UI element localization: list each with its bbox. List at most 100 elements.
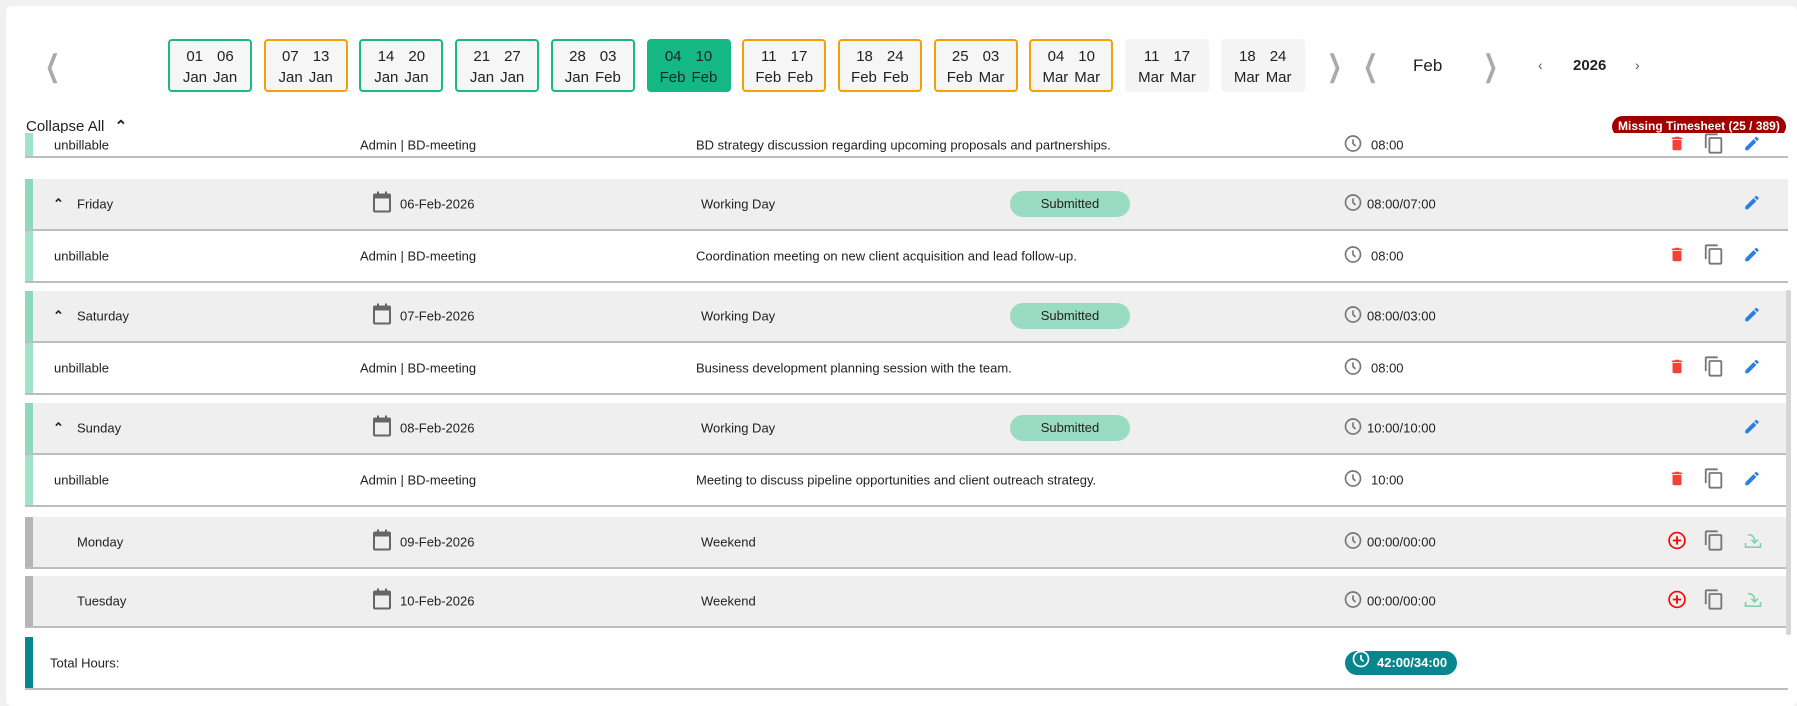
copy-icon[interactable] <box>1703 244 1725 269</box>
day-type: Working Day <box>701 196 776 212</box>
row-status-bar <box>25 576 33 626</box>
prev-weeks-chevron-icon[interactable]: ❮ <box>45 50 61 83</box>
add-entry-icon[interactable] <box>1667 531 1687 554</box>
week-card[interactable]: 11 17 Mar Mar <box>1125 39 1209 92</box>
day-name: Saturday <box>77 308 130 324</box>
year-label: 2026 <box>1573 57 1607 74</box>
week-end-day: 03 <box>982 48 1000 65</box>
week-card[interactable]: 01 06 Jan Jan <box>168 39 252 92</box>
copy-icon[interactable] <box>1703 530 1725 555</box>
day-header-row: ⌃ Saturday 07-Feb-2026 Working Day 08:00/… <box>25 291 1788 343</box>
entry-row: unbillable Admin | BD-meeting BD strateg… <box>25 132 1788 158</box>
week-start-day: 01 <box>186 48 203 65</box>
edit-icon[interactable] <box>1743 134 1761 155</box>
collapse-chevron-icon[interactable]: ⌃ <box>53 308 64 323</box>
week-start-day: 11 <box>761 48 777 65</box>
week-card[interactable]: 18 24 Feb Feb <box>837 39 922 92</box>
week-end-month: Mar <box>1170 69 1196 86</box>
timesheet-table: unbillable Admin | BD-meeting BD strateg… <box>25 132 1788 692</box>
description: Coordination meeting on new client acqui… <box>696 248 1077 264</box>
prev-month-chevron-icon[interactable]: ❮ <box>1363 50 1379 83</box>
total-hours-value: 42:00/34:00 <box>1377 655 1448 670</box>
next-month-chevron-icon[interactable]: ❯ <box>1483 50 1499 83</box>
week-card[interactable]: 07 13 Jan Jan <box>263 39 348 92</box>
week-start-month: Jan <box>374 69 399 86</box>
collapse-all-button[interactable]: Collapse All ⌃ <box>26 117 127 135</box>
week-end-day: 24 <box>1269 48 1287 65</box>
next-year-chevron-icon[interactable]: › <box>1635 57 1640 73</box>
week-card[interactable]: 21 27 Jan Jan <box>455 39 540 92</box>
week-card[interactable]: 25 03 Feb Mar <box>933 39 1018 92</box>
calendar-icon <box>372 303 392 329</box>
row-status-bar <box>25 343 33 393</box>
week-start-month: Mar <box>1233 69 1260 86</box>
week-end-day: 10 <box>695 48 713 65</box>
category: Admin | BD-meeting <box>360 248 477 264</box>
week-card[interactable]: 04 10 Feb Feb <box>646 39 731 92</box>
delete-icon[interactable] <box>1668 357 1686 380</box>
week-card[interactable]: 04 10 Mar Mar <box>1029 39 1114 92</box>
clock-icon <box>1343 590 1363 613</box>
scrollbar[interactable] <box>1786 290 1791 635</box>
delete-icon[interactable] <box>1668 133 1686 156</box>
entry-time: 10:00 <box>1371 472 1404 488</box>
day-type: Working Day <box>701 308 776 324</box>
next-weeks-chevron-icon[interactable]: ❯ <box>1327 50 1343 83</box>
day-name: Friday <box>77 196 114 212</box>
edit-icon[interactable] <box>1743 358 1761 379</box>
status-badge: Submitted <box>1010 303 1130 329</box>
entry-time: 08:00 <box>1371 137 1404 152</box>
week-card[interactable]: 28 03 Jan Feb <box>550 39 635 92</box>
week-start-day: 11 <box>1143 48 1160 65</box>
edit-icon[interactable] <box>1743 306 1761 327</box>
row-status-bar <box>25 291 33 341</box>
clock-icon <box>1343 417 1363 440</box>
total-hours-badge: 42:00/34:00 <box>1345 650 1458 675</box>
entry-row: unbillable Admin | BD-meeting Meeting to… <box>25 455 1788 507</box>
edit-icon[interactable] <box>1743 470 1761 491</box>
delete-icon[interactable] <box>1668 469 1686 492</box>
add-entry-icon[interactable] <box>1667 590 1687 613</box>
week-end-month: Jan <box>308 69 333 86</box>
week-start-day: 18 <box>856 48 873 65</box>
week-end-day: 06 <box>217 48 234 65</box>
week-end-day: 17 <box>790 48 808 65</box>
description: Business development planning session wi… <box>696 360 1012 376</box>
import-icon[interactable] <box>1743 590 1763 613</box>
week-start-month: Jan <box>469 69 495 86</box>
edit-icon[interactable] <box>1743 418 1761 439</box>
prev-year-chevron-icon[interactable]: ‹ <box>1538 57 1543 73</box>
day-type: Working Day <box>701 420 776 436</box>
week-card[interactable]: 11 17 Feb Feb <box>742 39 827 92</box>
missing-timesheet-badge[interactable]: Missing Timesheet (25 / 389) <box>1612 116 1786 137</box>
week-card[interactable]: 18 24 Mar Mar <box>1220 39 1305 92</box>
copy-icon[interactable] <box>1703 589 1725 614</box>
day-hours: 08:00/07:00 <box>1367 196 1436 212</box>
row-status-bar <box>25 231 33 281</box>
edit-icon[interactable] <box>1743 246 1761 267</box>
week-start-day: 04 <box>1047 48 1065 65</box>
day-header-row: ⌃ Sunday 08-Feb-2026 Working Day 10:00/10… <box>25 403 1788 455</box>
collapse-chevron-icon[interactable]: ⌃ <box>53 420 64 435</box>
billing-type: unbillable <box>54 360 109 376</box>
day-name: Sunday <box>77 420 122 436</box>
week-end-month: Mar <box>1074 69 1101 86</box>
week-end-day: 03 <box>599 48 617 65</box>
import-icon[interactable] <box>1743 531 1763 554</box>
billing-type: unbillable <box>54 248 109 264</box>
day-name: Tuesday <box>77 593 127 609</box>
copy-icon[interactable] <box>1703 356 1725 381</box>
entry-time: 08:00 <box>1371 248 1404 264</box>
collapse-chevron-icon[interactable]: ⌃ <box>53 196 64 211</box>
week-card[interactable]: 14 20 Jan Jan <box>359 39 444 92</box>
week-end-day: 27 <box>504 48 521 65</box>
copy-icon[interactable] <box>1703 468 1725 493</box>
day-date: 08-Feb-2026 <box>400 420 475 436</box>
week-end-day: 13 <box>312 48 330 65</box>
entry-row: unbillable Admin | BD-meeting Business d… <box>25 343 1788 395</box>
delete-icon[interactable] <box>1668 245 1686 268</box>
copy-icon[interactable] <box>1703 132 1725 157</box>
edit-icon[interactable] <box>1743 194 1761 215</box>
row-status-bar <box>25 179 33 229</box>
day-hours: 08:00/03:00 <box>1367 308 1436 324</box>
